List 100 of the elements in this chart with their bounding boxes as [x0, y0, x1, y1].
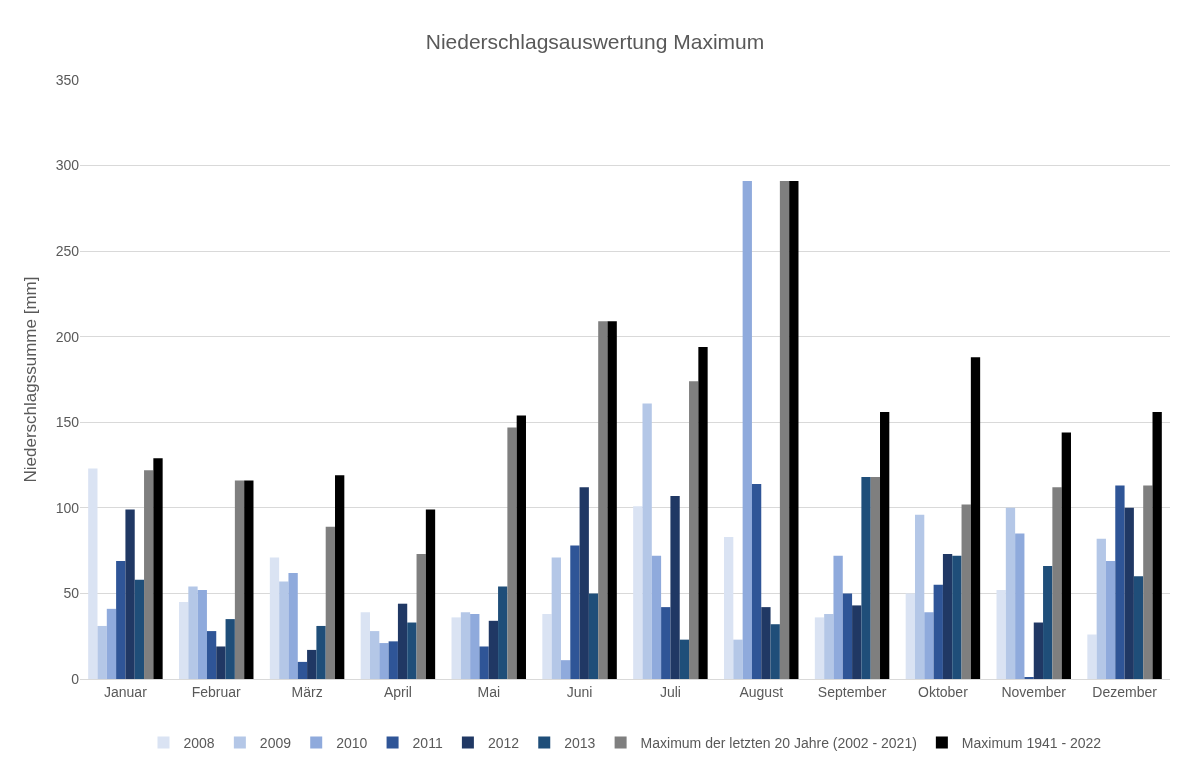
- bar: [1115, 485, 1125, 679]
- x-tick-label: Oktober: [918, 683, 969, 700]
- bar: [153, 458, 163, 679]
- x-tick-label: Februar: [191, 683, 242, 700]
- bar: [651, 555, 662, 679]
- bar: [216, 646, 226, 679]
- bar: [279, 581, 289, 679]
- bar: [689, 381, 699, 679]
- bar: [942, 554, 953, 679]
- bar: [789, 180, 799, 679]
- legend-label: 2012: [487, 734, 520, 751]
- bar: [516, 415, 526, 679]
- bar: [407, 622, 417, 679]
- bar: [197, 590, 207, 679]
- bar: [451, 617, 461, 679]
- bar: [724, 536, 734, 679]
- bar: [335, 475, 345, 679]
- legend-label: 2011: [412, 734, 443, 751]
- bar: [970, 357, 981, 679]
- bar: [379, 643, 389, 679]
- x-tick-label: März: [291, 683, 323, 700]
- bar: [507, 427, 517, 679]
- bar: [88, 468, 98, 679]
- bar: [742, 180, 752, 679]
- bar: [924, 612, 934, 679]
- bar: [852, 605, 862, 679]
- bar: [1005, 507, 1016, 679]
- bar: [642, 403, 652, 679]
- bar: [425, 509, 436, 679]
- bar: [460, 612, 471, 679]
- bar: [307, 649, 317, 679]
- legend-label: 2013: [564, 734, 596, 751]
- bar: [779, 180, 790, 679]
- bar: [1033, 622, 1044, 679]
- x-tick-label: Januar: [104, 683, 148, 700]
- bar: [488, 620, 499, 679]
- bar: [1133, 576, 1144, 679]
- bar: [479, 646, 489, 679]
- bar: [1043, 566, 1053, 679]
- x-tick-label: Mai: [477, 683, 501, 700]
- bar: [397, 603, 408, 679]
- bar: [316, 625, 326, 679]
- legend-label: Maximum 1941 - 2022: [961, 734, 1102, 751]
- x-tick-label: Dezember: [1092, 683, 1158, 700]
- x-tick-label: September: [817, 683, 887, 700]
- bar: [1143, 485, 1153, 679]
- bar: [106, 608, 117, 679]
- bar: [206, 631, 217, 679]
- bar: [751, 483, 762, 679]
- bar: [125, 509, 135, 679]
- bar: [670, 495, 680, 679]
- bar: [416, 554, 426, 679]
- bar: [1061, 432, 1071, 679]
- chart-title: Niederschlagsauswertung Maximum: [425, 30, 765, 54]
- bar: [607, 321, 617, 679]
- bar: [1087, 634, 1097, 679]
- bar: [1052, 487, 1062, 679]
- bar: [952, 555, 962, 679]
- y-tick-label: 200: [55, 328, 80, 345]
- bar: [297, 661, 308, 679]
- bar: [661, 607, 671, 679]
- bar: [633, 506, 643, 679]
- bar: [588, 593, 599, 679]
- bar: [833, 555, 843, 679]
- y-tick-label: 50: [63, 585, 80, 602]
- y-tick-label: 150: [55, 414, 80, 431]
- bar: [325, 526, 336, 679]
- y-axis-title: Niederschlagssumme [mm]: [21, 276, 40, 483]
- bar: [1105, 560, 1116, 679]
- bar: [914, 514, 925, 679]
- bar: [560, 660, 571, 679]
- y-tick-label: 300: [55, 157, 80, 174]
- bar: [551, 557, 561, 679]
- x-tick-label: Juni: [566, 683, 593, 700]
- bar: [179, 601, 189, 679]
- bar: [579, 487, 589, 679]
- bar: [1015, 533, 1025, 679]
- bar: [116, 560, 126, 679]
- y-tick-label: 100: [55, 499, 80, 516]
- bar: [933, 584, 943, 679]
- bar: [905, 593, 915, 679]
- bar: [761, 607, 771, 679]
- x-tick-label: August: [739, 683, 784, 700]
- y-tick-label: 350: [55, 71, 80, 88]
- bar: [144, 470, 154, 679]
- bar: [498, 586, 508, 679]
- bar: [225, 619, 235, 679]
- bar: [733, 639, 743, 679]
- bar: [269, 557, 280, 679]
- bar: [1096, 538, 1106, 679]
- bar: [188, 586, 198, 679]
- bar: [861, 477, 871, 679]
- bar: [961, 504, 971, 679]
- bar: [542, 613, 552, 679]
- bar: [97, 625, 107, 679]
- x-tick-label: April: [383, 683, 412, 700]
- y-tick-label: 250: [55, 243, 80, 260]
- bar: [870, 477, 881, 679]
- bar: [1124, 507, 1134, 679]
- bar: [288, 572, 298, 679]
